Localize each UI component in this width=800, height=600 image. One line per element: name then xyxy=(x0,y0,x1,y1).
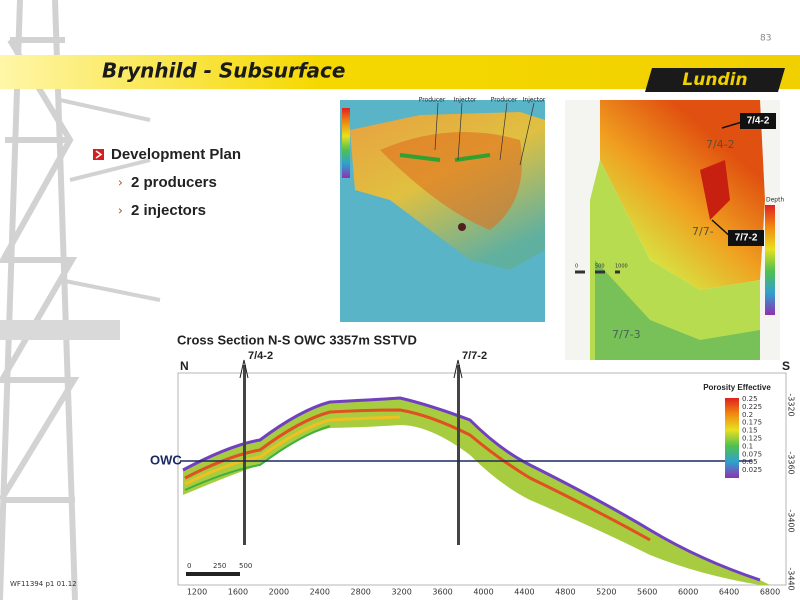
x-axis-label: 2800 xyxy=(351,588,371,597)
legend-value: 0.075 xyxy=(742,450,762,458)
scale-label: 0 xyxy=(575,264,578,270)
x-axis-label: 2400 xyxy=(310,588,330,597)
legend-title: Porosity Effective xyxy=(703,383,771,392)
well-label: 7/4-2 xyxy=(248,350,273,362)
well-callout: 7/7-2 xyxy=(728,230,764,246)
x-axis-label: 6400 xyxy=(719,588,739,597)
map-label: Producer xyxy=(419,97,446,104)
x-axis-label: 2000 xyxy=(269,588,289,597)
page-number: 83 xyxy=(760,34,771,44)
scale-label: 500 xyxy=(239,562,252,570)
legend-value: 0.2 xyxy=(742,411,753,419)
legend-value: 0.1 xyxy=(742,442,753,450)
x-axis-label: 4000 xyxy=(473,588,493,597)
depth-label: -3360 xyxy=(787,451,796,474)
bullet-icon xyxy=(93,149,104,160)
legend: 0.250.2250.20.1750.150.1250.10.0750.050.… xyxy=(742,395,762,474)
legend-value: 0.175 xyxy=(742,419,762,427)
legend-value: 0.25 xyxy=(742,395,758,403)
scale-label: 250 xyxy=(213,562,226,570)
south-label: S xyxy=(782,359,790,373)
depth-axis: -3320 -3360 -3400 -3440 xyxy=(787,393,796,590)
left-map-image xyxy=(340,100,545,322)
x-axis-label: 5200 xyxy=(596,588,616,597)
footer: WF11394 p1 01.12 xyxy=(10,580,77,588)
x-axis-label: 6000 xyxy=(678,588,698,597)
map-label: 7/7- xyxy=(692,225,714,238)
well-callout: 7/4-2 xyxy=(740,113,776,129)
legend-title: Depth xyxy=(766,197,784,204)
cross-section-image xyxy=(177,359,787,586)
x-axis: 1200 1600 2000 2400 2800 3200 3600 4000 4400 4800… xyxy=(187,588,780,597)
map-label: Producer xyxy=(491,97,518,104)
owc-label: OWC xyxy=(150,452,182,467)
sub-arrow: › xyxy=(118,204,123,218)
map-label: Injector xyxy=(454,97,477,104)
x-axis-label: 3200 xyxy=(391,588,411,597)
depth-label: -3440 xyxy=(787,567,796,590)
x-axis-label: 4400 xyxy=(514,588,534,597)
slide-title: Brynhild - Subsurface xyxy=(102,59,345,83)
scale-label: 0 xyxy=(187,562,191,570)
x-axis-label: 1600 xyxy=(228,588,248,597)
depth-label: -3400 xyxy=(787,509,796,532)
derrick-graphic xyxy=(0,0,161,600)
logo: Lundin xyxy=(645,68,785,92)
bullet-item: 2 injectors xyxy=(131,202,206,219)
x-axis-label: 4800 xyxy=(555,588,575,597)
legend-value: 0.05 xyxy=(742,458,758,466)
north-label: N xyxy=(180,359,189,373)
map-label: Injector xyxy=(523,97,546,104)
scale-label: 1000 xyxy=(615,264,628,270)
well-label: 7/4-2 xyxy=(747,116,770,127)
x-axis-label: 1200 xyxy=(187,588,207,597)
well-label: 7/7-2 xyxy=(462,350,487,362)
legend-value: 0.15 xyxy=(742,427,758,435)
map-label: 7/7-3 xyxy=(612,328,641,341)
legend-value: 0.225 xyxy=(742,403,762,411)
logo-text: Lundin xyxy=(682,70,747,90)
x-axis-label: 6800 xyxy=(760,588,780,597)
scale-label: 500 xyxy=(595,264,605,270)
map-label: 7/4-2 xyxy=(706,138,735,151)
depth-label: -3320 xyxy=(787,393,796,416)
bullet-main: Development Plan xyxy=(111,146,241,163)
x-axis-label: 5600 xyxy=(637,588,657,597)
sub-arrow: › xyxy=(118,176,123,190)
well-label: 7/7-2 xyxy=(735,233,758,244)
bullet-item: 2 producers xyxy=(131,174,217,191)
scale-bar: 0 250 500 xyxy=(187,562,252,570)
section-title: Cross Section N-S OWC 3357m SSTVD xyxy=(177,332,417,347)
legend-value: 0.125 xyxy=(742,435,762,443)
x-axis-label: 3600 xyxy=(432,588,452,597)
legend-value: 0.025 xyxy=(742,466,762,474)
